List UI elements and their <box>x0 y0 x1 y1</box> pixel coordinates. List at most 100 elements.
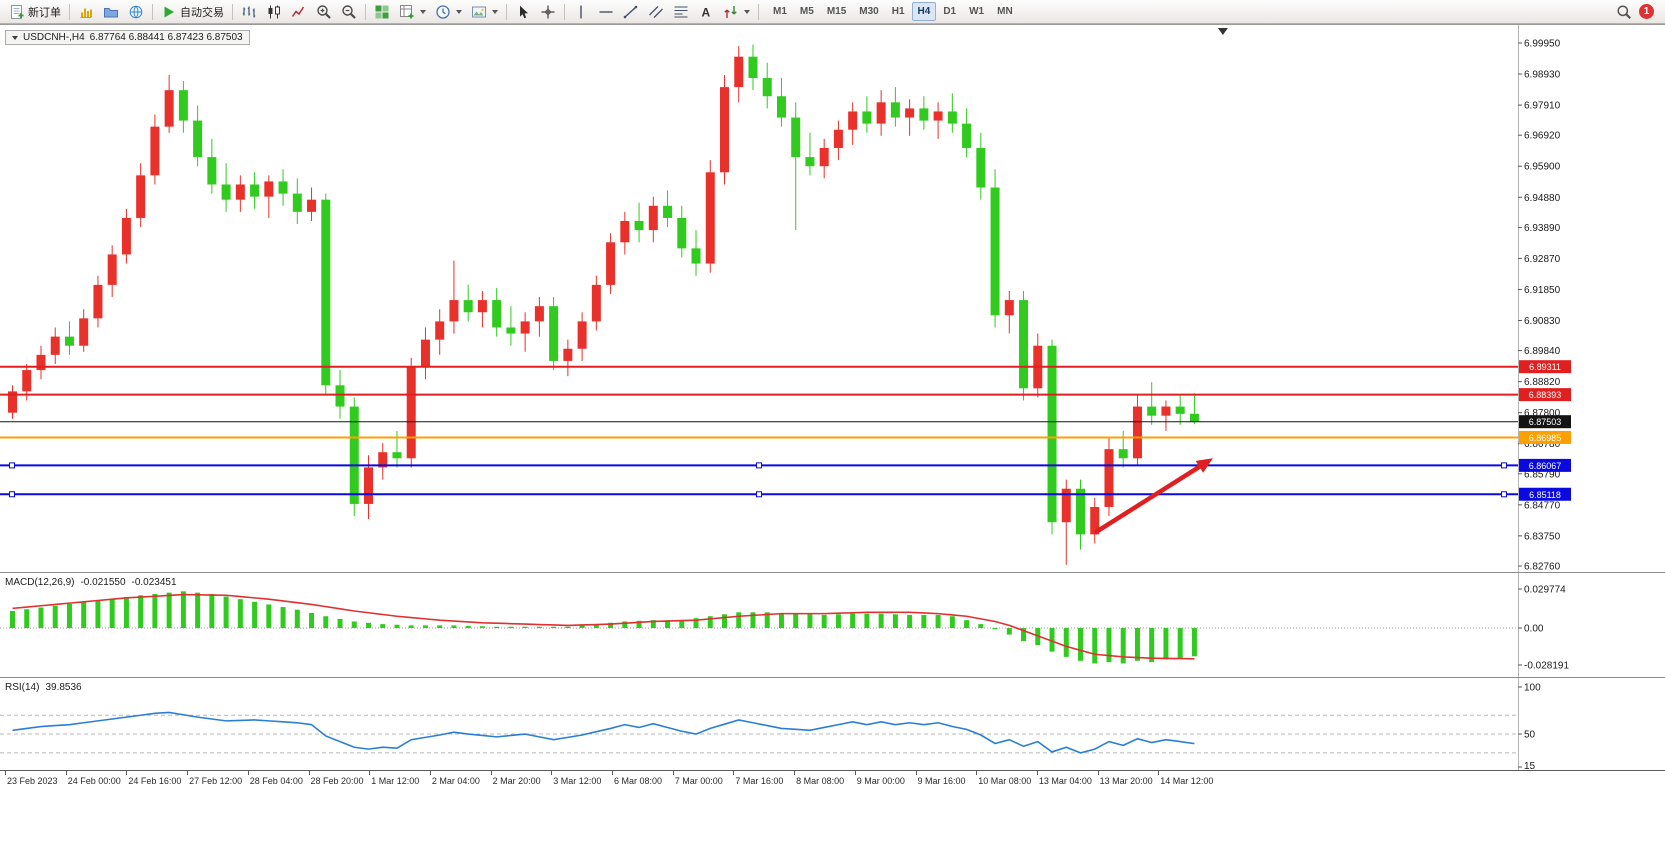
macd-bar <box>195 592 201 629</box>
crosshair-tool-button[interactable] <box>536 1 560 22</box>
cursor-tool-button[interactable] <box>511 1 535 22</box>
line-handle[interactable] <box>9 491 15 498</box>
timeframe-button-m5[interactable]: M5 <box>794 2 820 21</box>
rsi-value: 39.8536 <box>45 682 82 693</box>
new-chart-button[interactable] <box>74 1 98 22</box>
line-handle[interactable] <box>9 462 15 469</box>
text-tool-button[interactable]: A <box>694 1 718 22</box>
price-chart-panel[interactable]: USDCNH-,H4 6.87764 6.88441 6.87423 6.875… <box>0 24 1665 573</box>
candle-body <box>848 111 858 130</box>
algo-trading-label: 自动交易 <box>180 6 224 19</box>
macd-bar <box>750 612 756 629</box>
macd-bar <box>394 624 400 629</box>
snapshot-dropdown-button[interactable] <box>467 1 502 22</box>
toolbar-separator <box>232 3 233 20</box>
zoom-out-button[interactable] <box>337 1 361 22</box>
new-order-button[interactable]: 新订单 <box>5 1 65 22</box>
bottom-spacer <box>0 790 1665 841</box>
algo-trading-button[interactable]: 自动交易 <box>157 1 228 22</box>
candle-body <box>720 87 729 173</box>
arrows-dropdown-button[interactable] <box>719 1 754 22</box>
timeframe-button-m30[interactable]: M30 <box>853 2 884 21</box>
collapse-arrow-icon[interactable] <box>12 35 18 40</box>
candle-body <box>1004 300 1014 316</box>
trend-arrow-head[interactable] <box>1195 458 1213 473</box>
macd-chart: 0.029774 0.00 -0.028191 <box>0 573 1569 678</box>
tile-windows-button[interactable] <box>370 1 394 22</box>
new-chart-dropdown-button[interactable] <box>395 1 430 22</box>
macd-bar <box>536 626 542 629</box>
line-handle[interactable] <box>1501 462 1507 469</box>
trendline-tool-button[interactable] <box>619 1 643 22</box>
macd-bar <box>736 612 742 629</box>
macd-bar <box>1191 628 1197 657</box>
timeframe-button-w1[interactable]: W1 <box>963 2 990 21</box>
line-chart-type-button[interactable] <box>287 1 311 22</box>
time-axis-label: 28 Feb 20:00 <box>310 776 364 786</box>
candle-body <box>534 306 544 322</box>
timeframe-button-m1[interactable]: M1 <box>767 2 793 21</box>
community-button[interactable] <box>124 1 148 22</box>
time-axis[interactable]: 23 Feb 2023 24 Feb 00:00 24 Feb 16:00 27 Fe… <box>0 770 1665 790</box>
macd-bar <box>878 613 884 629</box>
candle-body <box>178 90 188 121</box>
candle-body <box>378 452 388 468</box>
candlestick-chart-type-button[interactable] <box>262 1 286 22</box>
timeframe-button-h1[interactable]: H1 <box>886 2 911 21</box>
line-handle[interactable] <box>1501 491 1507 498</box>
line-handle[interactable] <box>756 462 762 469</box>
timeframe-button-h4[interactable]: H4 <box>911 2 937 21</box>
macd-axis-label: 0.029774 <box>1524 585 1566 596</box>
trend-arrow-object[interactable] <box>1093 464 1201 535</box>
macd-bar <box>821 614 827 629</box>
macd-bar <box>921 614 927 629</box>
time-axis-tick <box>429 771 431 775</box>
candle-body <box>193 120 203 158</box>
macd-bar <box>52 605 58 629</box>
price-axis-label: 6.91850 <box>1524 285 1561 296</box>
new-order-icon <box>9 4 25 20</box>
horizontal-line-icon <box>598 4 614 20</box>
channel-tool-button[interactable] <box>644 1 668 22</box>
timeframe-button-m15[interactable]: M15 <box>821 2 852 21</box>
equidistant-channel-icon <box>648 4 664 20</box>
price-tag-label: 6.85118 <box>1529 490 1561 500</box>
timeframe-button-mn[interactable]: MN <box>991 2 1019 21</box>
macd-bar <box>793 613 799 629</box>
zoom-in-button[interactable] <box>312 1 336 22</box>
periods-dropdown-button[interactable] <box>431 1 466 22</box>
macd-bar <box>66 604 72 629</box>
vertical-line-tool-button[interactable] <box>569 1 593 22</box>
candlestick-chart[interactable]: 6.99950 6.98930 6.97910 6.96920 6.95900 6.948… <box>0 25 1665 573</box>
horizontal-line-tool-button[interactable] <box>594 1 618 22</box>
candle-body <box>634 220 644 231</box>
macd-bar <box>24 609 30 629</box>
fibonacci-tool-button[interactable] <box>669 1 693 22</box>
macd-bar <box>209 593 215 629</box>
macd-bar <box>123 597 129 629</box>
search-button[interactable] <box>1612 1 1636 22</box>
rsi-line <box>12 711 1195 754</box>
line-handle[interactable] <box>756 491 762 498</box>
price-axis-label: 6.96920 <box>1524 131 1561 142</box>
profiles-button[interactable] <box>99 1 123 22</box>
price-tag-label: 6.87503 <box>1529 417 1562 427</box>
dropdown-caret-icon <box>492 9 498 14</box>
macd-bar <box>1120 628 1126 664</box>
macd-indicator-panel[interactable]: MACD(12,26,9) -0.021550 -0.023451 0.0297… <box>0 572 1665 678</box>
bar-chart-icon <box>241 4 257 20</box>
candle-body <box>506 327 516 334</box>
toolbar-separator <box>69 3 70 20</box>
rsi-indicator-panel[interactable]: RSI(14) 39.8536 100 50 15 <box>0 677 1665 771</box>
bar-chart-type-button[interactable] <box>237 1 261 22</box>
clock-icon <box>435 4 451 20</box>
candle-body <box>990 187 1000 316</box>
notification-badge[interactable]: 1 <box>1639 4 1654 19</box>
macd-header: MACD(12,26,9) -0.021550 -0.023451 <box>5 577 177 588</box>
price-axis-label: 6.87800 <box>1524 408 1561 419</box>
toolbar-separator <box>365 3 366 20</box>
price-axis-label: 6.84770 <box>1524 500 1561 511</box>
timeframe-button-d1[interactable]: D1 <box>937 2 962 21</box>
macd-histogram <box>10 591 1197 664</box>
candle-body <box>392 452 402 459</box>
